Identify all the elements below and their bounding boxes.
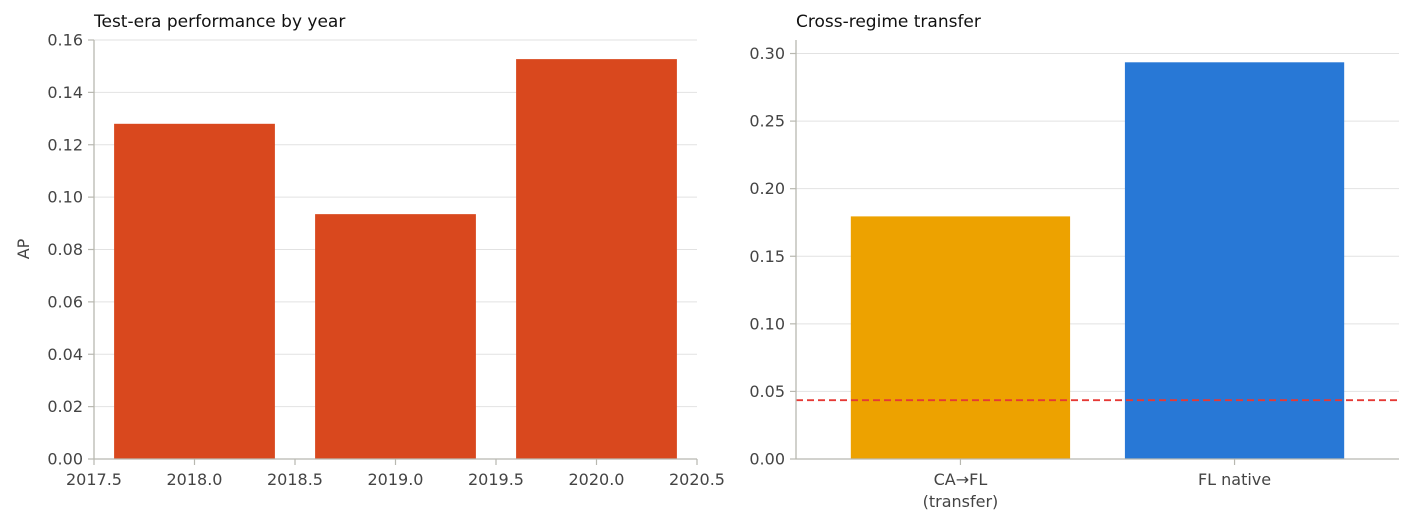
chart-title-left: Test-era performance by year (93, 12, 345, 32)
y-tick-label: 0.08 (47, 240, 83, 259)
x-ticks-left: 2017.5 2018.0 2018.5 2019.0 2019.5 2020.0 2020… (66, 459, 725, 489)
x-tick-label: 2019.0 (368, 470, 424, 489)
y-tick-label: 0.30 (749, 44, 785, 63)
x-tick-label: 2018.0 (167, 470, 223, 489)
bar-1 (1124, 62, 1345, 460)
bar-2018 (114, 123, 275, 460)
y-tick-label: 0.02 (47, 397, 83, 416)
y-tick-label: 0.16 (47, 31, 83, 50)
y-tick-label: 0.10 (47, 188, 83, 207)
y-tick-label: 0.15 (749, 247, 785, 266)
chart-title-right: Cross-regime transfer (796, 12, 981, 32)
axes-right (795, 40, 1399, 460)
bars-left (114, 59, 677, 460)
y-tick-label: 0.12 (47, 135, 83, 154)
y-tick-label: 0.14 (47, 83, 83, 102)
x-tick-label: 2019.5 (468, 470, 524, 489)
x-tick-label: 2017.5 (66, 470, 122, 489)
y-tick-label: 0.00 (47, 450, 83, 469)
y-tick-label: 0.25 (749, 112, 785, 131)
y-tick-label: 0.20 (749, 179, 785, 198)
bar-2019 (315, 214, 476, 459)
x-tick-label: 2020.5 (669, 470, 725, 489)
y-tick-label: 0.04 (47, 345, 83, 364)
y-tick-label: 0.06 (47, 292, 83, 311)
bar-0 (850, 216, 1071, 459)
bar-2020 (516, 59, 677, 459)
y-ticks-right: 0.00 0.05 0.10 0.15 0.20 0.25 0.30 (749, 44, 796, 469)
y-axis-label-left: AP (14, 238, 33, 259)
x-ticks-right: CA→FL (transfer) FL native (923, 459, 1271, 511)
panel-cross-regime: Cross-regime transfer 0.000.050.100.150.… (749, 12, 1399, 511)
x-tick-label: FL native (1198, 470, 1271, 489)
y-ticks-left: 0.00 0.02 0.04 0.06 0.08 0.10 0.12 0.14 0.16 (47, 31, 94, 469)
x-tick-label: 2018.5 (267, 470, 323, 489)
y-tick-label: 0.05 (749, 382, 785, 401)
y-tick-label: 0.00 (749, 450, 785, 469)
panel-test-era: Test-era performance by year AP 0.00 0.02… (14, 12, 725, 489)
x-tick-label: CA→FL (transfer) (923, 470, 999, 511)
bars-right (850, 62, 1345, 460)
x-tick-label: 2020.0 (569, 470, 625, 489)
y-tick-label: 0.10 (749, 314, 785, 333)
